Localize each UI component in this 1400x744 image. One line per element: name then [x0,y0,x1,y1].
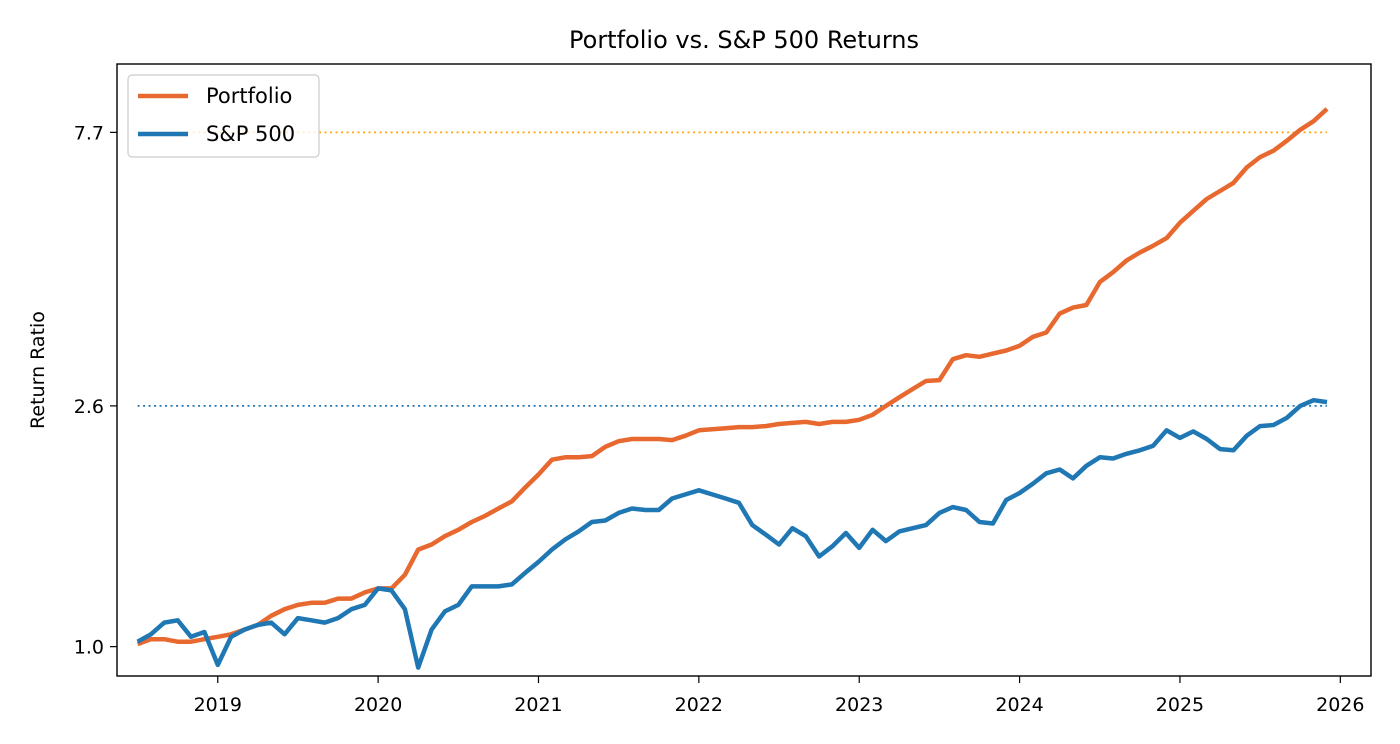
x-axis: 2019 2020 2021 2022 2023 2024 2025 2026 [194,676,1364,716]
y-axis: 1.0 2.6 7.7 [74,122,117,659]
legend-label-sp500: S&P 500 [206,122,295,146]
series-lines [136,107,1329,670]
x-tick-label: 2024 [995,694,1043,716]
x-tick-label: 2025 [1156,694,1204,716]
reference-lines [137,131,1327,407]
x-tick-label: 2019 [194,694,242,716]
x-tick-label: 2023 [835,694,883,716]
series-line-sp500 [136,397,1328,670]
y-tick-label: 1.0 [74,637,104,659]
x-tick-label: 2020 [354,694,402,716]
x-tick-label: 2026 [1316,694,1364,716]
series-line-portfolio [136,107,1329,647]
y-tick-label: 2.6 [74,396,104,418]
x-tick-label: 2021 [514,694,562,716]
y-axis-label: Return Ratio [27,311,49,429]
y-tick-label: 7.7 [74,122,104,144]
legend-label-portfolio: Portfolio [206,84,292,108]
x-tick-label: 2022 [675,694,723,716]
plot-area-frame [116,63,1372,677]
legend[interactable]: Portfolio S&P 500 [127,74,320,158]
chart-title: Portfolio vs. S&P 500 Returns [569,26,919,54]
